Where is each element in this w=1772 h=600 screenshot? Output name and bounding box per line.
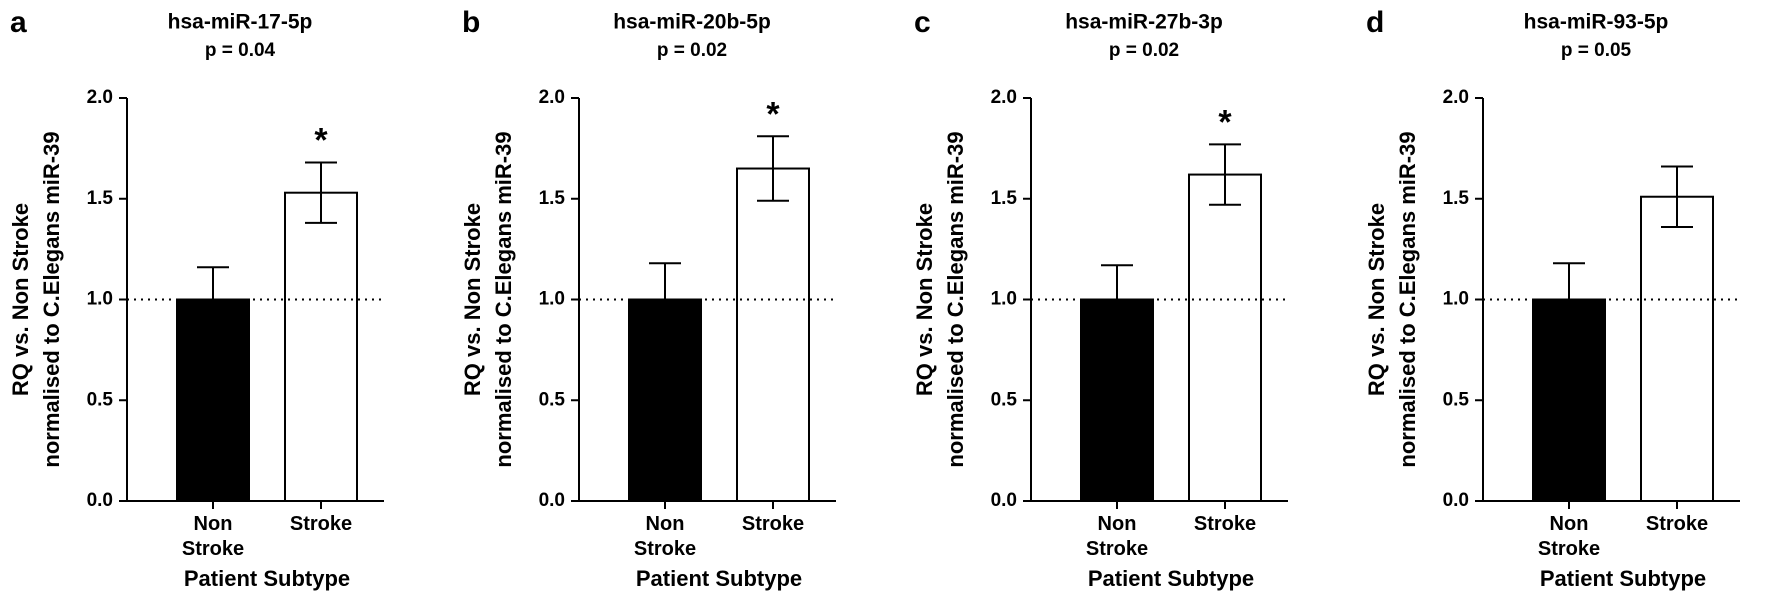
y-tick-label: 0.5 [539, 389, 566, 410]
chart-subtitle: p = 0.05 [1561, 40, 1632, 61]
chart-title: hsa-miR-17-5p [168, 11, 313, 34]
significance-marker: * [766, 95, 780, 133]
x-axis-label: Patient Subtype [636, 566, 802, 591]
y-axis-label: RQ vs. Non Stroke [1364, 203, 1389, 396]
y-tick-label: 1.0 [1443, 289, 1469, 310]
chart-title: hsa-miR-20b-5p [613, 11, 771, 34]
x-axis-label: Patient Subtype [184, 566, 350, 591]
panel-label: d [1366, 6, 1384, 39]
y-tick-label: 2.0 [991, 87, 1017, 108]
panel-label: b [462, 6, 480, 39]
y-tick-label: 1.0 [87, 289, 113, 310]
bar [1640, 195, 1714, 503]
x-tick-label: Non Stroke [633, 513, 697, 560]
chart-title: hsa-miR-93-5p [1524, 11, 1669, 34]
y-tick-label: 1.5 [1443, 188, 1470, 209]
y-tick-label: 1.0 [991, 289, 1017, 310]
y-tick-label: 0.0 [991, 490, 1017, 511]
y-tick-label: 2.0 [539, 87, 565, 108]
y-tick-label: 0.0 [539, 490, 565, 511]
y-tick-label: 2.0 [1443, 87, 1469, 108]
y-axis-label: normalised to C.Elegans miR-39 [491, 131, 516, 467]
y-axis-label: normalised to C.Elegans miR-39 [1395, 131, 1420, 467]
chart-title: hsa-miR-27b-3p [1065, 11, 1223, 34]
y-tick-label: 0.5 [991, 389, 1018, 410]
chart-subtitle: p = 0.02 [657, 40, 727, 61]
bar [284, 191, 358, 503]
bar [1188, 173, 1262, 502]
x-tick-label: Stroke [1645, 513, 1709, 535]
y-axis-label: RQ vs. Non Stroke [912, 203, 937, 396]
y-tick-label: 1.0 [539, 289, 565, 310]
y-axis-label: RQ vs. Non Stroke [460, 203, 485, 396]
y-tick-label: 1.5 [991, 188, 1018, 209]
chart-subtitle: p = 0.04 [205, 40, 276, 61]
x-axis-label: Patient Subtype [1540, 566, 1706, 591]
y-axis-label: RQ vs. Non Stroke [8, 203, 33, 396]
y-axis-label: normalised to C.Elegans miR-39 [39, 131, 64, 467]
y-tick-label: 1.5 [539, 188, 566, 209]
panel-label: c [914, 6, 931, 39]
significance-marker: * [1218, 103, 1232, 141]
chart-subtitle: p = 0.02 [1109, 40, 1179, 61]
bar [736, 167, 810, 502]
x-tick-label: Non Stroke [1085, 513, 1149, 560]
y-tick-label: 2.0 [87, 87, 113, 108]
significance-marker: * [314, 121, 328, 159]
y-tick-label: 0.0 [1443, 490, 1469, 511]
x-tick-label: Stroke [289, 513, 353, 535]
x-tick-label: Stroke [1193, 513, 1257, 535]
y-tick-label: 0.5 [1443, 389, 1470, 410]
y-axis-label: normalised to C.Elegans miR-39 [943, 131, 968, 467]
panel-label: a [10, 6, 27, 39]
y-tick-label: 0.0 [87, 490, 113, 511]
x-tick-label: Stroke [741, 513, 805, 535]
x-tick-label: Non Stroke [1537, 513, 1601, 560]
x-axis-label: Patient Subtype [1088, 566, 1254, 591]
y-tick-label: 1.5 [87, 188, 114, 209]
y-tick-label: 0.5 [87, 389, 114, 410]
x-tick-label: Non Stroke [181, 513, 245, 560]
